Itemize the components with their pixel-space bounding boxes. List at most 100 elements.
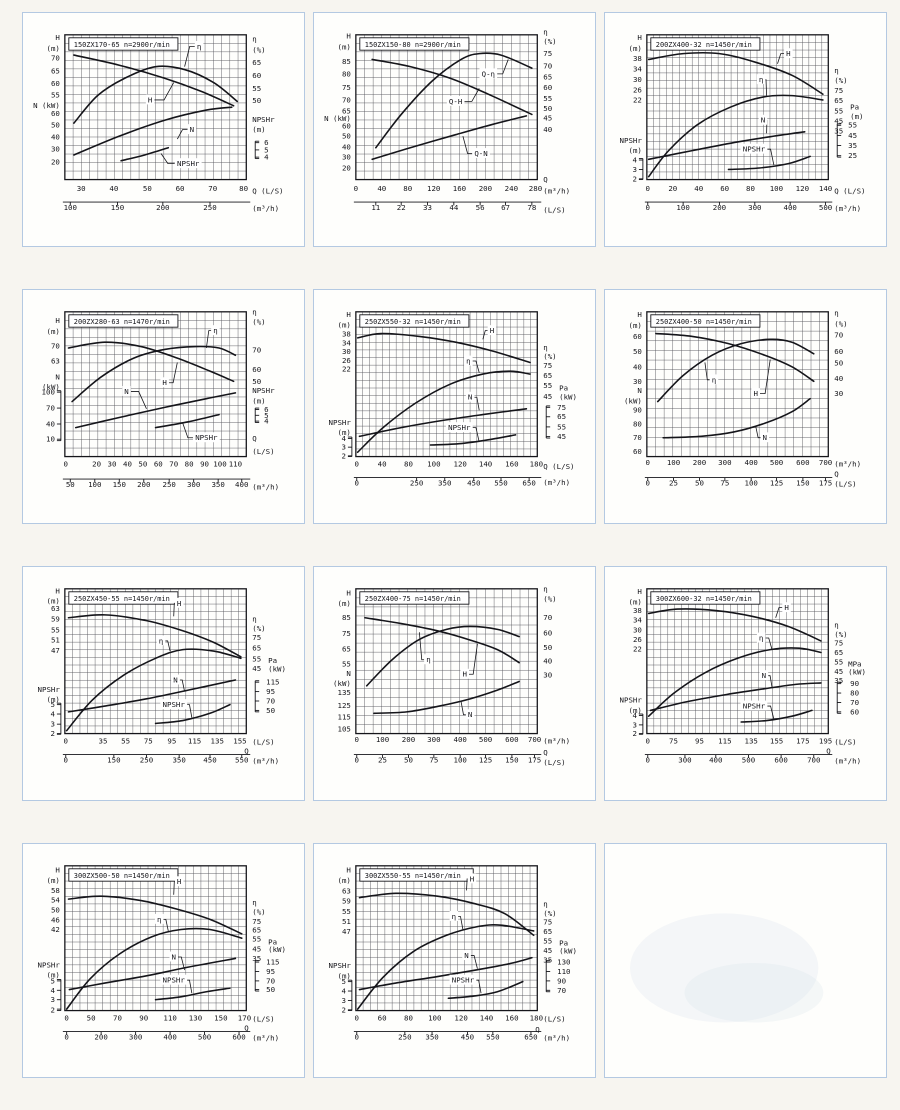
right-axis-label: 110 bbox=[557, 967, 570, 976]
left-axis-label: N bbox=[55, 372, 59, 381]
right-axis-label: η bbox=[543, 343, 547, 352]
plot-grid bbox=[355, 588, 538, 734]
curve-label-leader bbox=[165, 640, 171, 652]
x-axis-tick-label: 70 bbox=[208, 184, 217, 193]
right-axis-label: 65 bbox=[834, 96, 843, 105]
left-axis-label: 85 bbox=[342, 57, 351, 66]
x-axis-tick-label: 90 bbox=[139, 1014, 148, 1023]
pump-curve-chart: 300ZX600-32 n=1450r/minHηNNPSHrH(m)38343… bbox=[620, 587, 866, 765]
chart-title-box bbox=[650, 37, 761, 51]
x-axis-tick-label: 80 bbox=[185, 460, 194, 469]
curve-label-box bbox=[784, 48, 793, 59]
left-axis-label: 2 bbox=[50, 1005, 54, 1014]
right-axis-label: 55 bbox=[834, 106, 843, 115]
pump-curve bbox=[740, 709, 813, 723]
plot-grid bbox=[355, 34, 538, 180]
curve-label-box bbox=[472, 148, 490, 158]
right-axis-label: (L/S) bbox=[834, 480, 856, 489]
left-axis-label: 40 bbox=[51, 132, 60, 141]
x-axis-tick-label: 40 bbox=[694, 184, 703, 193]
left-axis-label: 63 bbox=[51, 357, 60, 366]
left-axis-label: (kW) bbox=[624, 396, 642, 405]
curve-label-box bbox=[445, 422, 473, 433]
x-axis-tick-label: 155 bbox=[770, 737, 783, 746]
x-axis-tick-label: 95 bbox=[695, 737, 704, 746]
pump-curve bbox=[73, 65, 239, 124]
pump-curve-chart: 250ZX450-55 n=1450r/min HηNNPSHrH(m)63595… bbox=[38, 586, 286, 765]
left-axis-label: 50 bbox=[51, 121, 60, 130]
right-axis-label: 25 bbox=[848, 151, 857, 160]
x-axis-tick-label: 150 bbox=[214, 1014, 227, 1023]
x-axis-tick-label: 200 bbox=[94, 1033, 107, 1042]
curve-label-box bbox=[449, 911, 459, 921]
left-axis-label: 75 bbox=[342, 629, 351, 638]
right-axis-label: 6 bbox=[264, 138, 268, 147]
chart-title-box bbox=[359, 591, 470, 605]
right-axis-label: (m³/h) bbox=[834, 204, 861, 213]
right-axis-label: 70 bbox=[252, 346, 261, 355]
curve-label-box bbox=[756, 632, 766, 643]
plot-grid bbox=[64, 311, 247, 457]
curve-label-leader bbox=[154, 82, 175, 101]
curve-label-box bbox=[756, 74, 766, 85]
x-axis-tick-label: 50 bbox=[138, 460, 147, 469]
right-axis-label: (kW) bbox=[559, 393, 577, 402]
right-axis-label: 70 bbox=[834, 330, 843, 339]
left-axis-label: 4 bbox=[50, 986, 55, 995]
left-axis-label: (m) bbox=[46, 876, 59, 885]
right-axis-label: (L/S) bbox=[543, 1015, 565, 1024]
x-axis-tick-label: 350 bbox=[438, 479, 451, 488]
right-axis-label: 35 bbox=[252, 954, 261, 963]
x-axis-tick-label: 200 bbox=[693, 458, 706, 467]
curve-label: η bbox=[759, 634, 763, 643]
x-axis-tick-label: 20 bbox=[668, 184, 677, 193]
x-axis-tick-label: 140 bbox=[479, 460, 492, 469]
right-axis-label: 75 bbox=[543, 918, 552, 927]
curve-label-leader bbox=[205, 330, 212, 349]
plot-border bbox=[64, 311, 247, 458]
left-axis-label: 2 bbox=[341, 451, 345, 460]
right-scale-bracket bbox=[254, 407, 260, 423]
left-axis-label: 63 bbox=[342, 887, 351, 896]
x-axis-tick-label: 0 bbox=[355, 1014, 359, 1023]
right-axis-label: (%) bbox=[252, 908, 265, 917]
plot-border bbox=[646, 588, 829, 735]
right-axis-label: Q bbox=[543, 175, 548, 184]
curve-label: N bbox=[173, 675, 177, 684]
left-axis-label: 30 bbox=[342, 347, 351, 356]
plot-grid bbox=[646, 588, 829, 734]
curve-label-leader bbox=[187, 979, 193, 994]
right-axis-label: (%) bbox=[252, 624, 265, 633]
curve-label-leader bbox=[176, 129, 188, 140]
left-axis-label: 2 bbox=[632, 174, 636, 183]
x-axis-tick-label: 200 bbox=[137, 480, 150, 489]
x-axis-tick-label: 90 bbox=[200, 460, 209, 469]
curve-label-box bbox=[171, 674, 180, 685]
curve-label-leader bbox=[759, 359, 771, 394]
right-scale-bracket bbox=[254, 960, 260, 992]
pump-curve-chart: 150ZX150-80 n=2900r/min Q-η Q-H Q-N H (m) 85 80… bbox=[324, 27, 570, 214]
left-axis-label: (m) bbox=[337, 320, 350, 329]
left-axis-label: 2 bbox=[632, 729, 636, 738]
x-axis-tick-label: 100 bbox=[88, 480, 101, 489]
right-axis-label: 65 bbox=[557, 412, 566, 421]
left-axis-label: H bbox=[346, 589, 350, 598]
right-axis-label: (m³/h) bbox=[252, 482, 279, 491]
curve-label: H bbox=[490, 326, 494, 335]
curve-label-leader bbox=[704, 362, 710, 381]
pump-curve bbox=[356, 332, 531, 364]
x-axis-tick-label: 115 bbox=[188, 737, 201, 746]
left-axis-label: 3 bbox=[50, 995, 54, 1004]
x-axis-tick-label: 75 bbox=[429, 756, 438, 765]
x-axis-tick-label: 110 bbox=[229, 460, 242, 469]
left-axis-label: 58 bbox=[51, 886, 60, 895]
right-scale-bracket bbox=[836, 123, 842, 158]
left-axis-label: 38 bbox=[342, 330, 351, 339]
right-axis-label: Pa bbox=[268, 937, 277, 946]
curve-label-box bbox=[194, 40, 204, 51]
right-axis-label: 45 bbox=[543, 946, 552, 955]
curve-label: H bbox=[784, 603, 788, 612]
x-axis-tick-label: 450 bbox=[203, 756, 216, 765]
x-axis-ruler bbox=[62, 478, 251, 483]
x-axis-tick-label: 135 bbox=[211, 737, 224, 746]
